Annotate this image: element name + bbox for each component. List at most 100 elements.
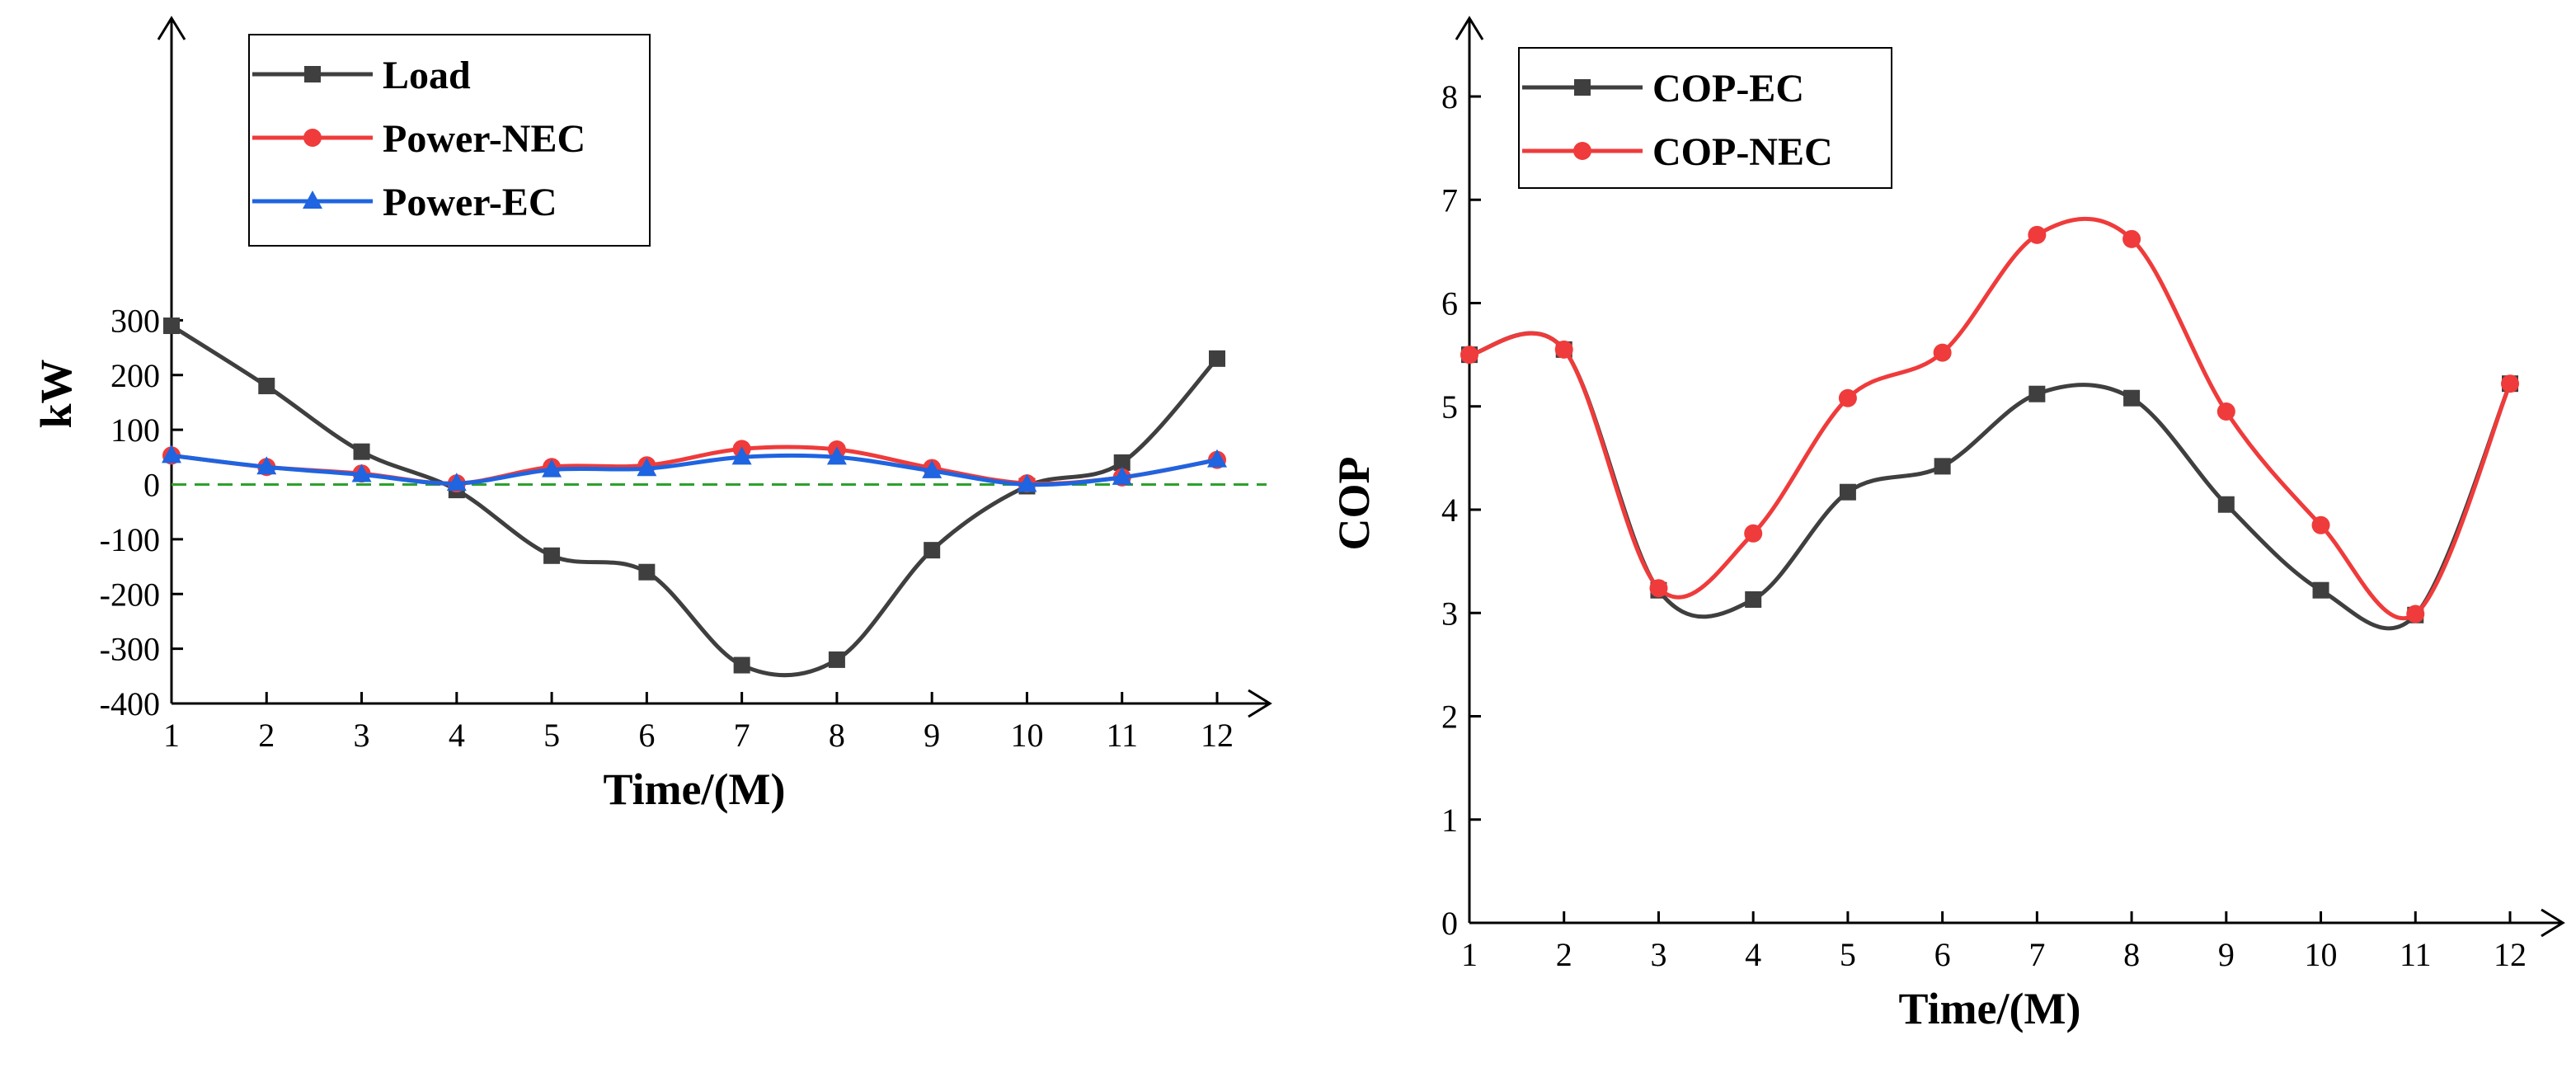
legend-marker [1573,142,1591,160]
x-tick-label: 7 [2028,936,2045,973]
data-point [922,459,942,478]
data-point [2406,605,2425,623]
data-point [1649,579,1668,598]
y-tick-label: -400 [100,685,160,722]
data-point [542,459,562,478]
data-point [638,563,656,581]
data-point [1839,483,1856,501]
y-tick-label: 6 [1441,285,1458,322]
y-tick-label: 3 [1441,595,1458,632]
series-power-ec [162,445,1227,492]
x-tick-label: 10 [1010,717,1043,754]
x-tick-label: 9 [2218,936,2235,973]
data-point [1934,458,1951,475]
y-tick-label: 4 [1441,492,1458,529]
y-tick-label: -100 [100,521,160,558]
data-point [163,318,180,335]
data-point [1744,524,1763,543]
data-point [1112,466,1132,485]
data-point [2122,229,2141,248]
data-point [924,542,941,559]
legend: Load Power-NEC Power-EC [248,34,651,247]
data-point [351,463,372,482]
y-tick-label: 0 [143,467,160,504]
series-line [1469,216,2513,621]
x-tick-label: 9 [924,717,940,754]
data-point [1207,449,1227,468]
series-line [170,323,1219,678]
y-tick-label: 8 [1441,78,1458,115]
series-cop-nec [1460,216,2519,623]
x-tick-label: 4 [1745,936,1761,973]
x-tick-label: 11 [2400,936,2432,973]
x-tick-label: 7 [734,717,750,754]
x-axis-arrow [1248,689,1272,718]
chart-panel-2: 1 2 3 4 5 6 7 8 9 10 11 12012345678Time/(M)COPCOP-E… [1329,16,2565,1033]
x-tick-label: 1 [163,717,180,754]
data-point [2217,496,2235,513]
data-point [256,456,277,475]
data-point [733,656,750,674]
data-point [2028,385,2046,402]
data-point [2028,225,2047,244]
legend-marker [1574,79,1591,96]
data-point [2312,581,2329,599]
x-tick-label: 10 [2305,936,2338,973]
x-tick-label: 2 [1556,936,1572,973]
y-axis-label: kW [31,359,81,428]
data-point [2311,515,2330,534]
y-axis-arrow [1455,16,1484,40]
x-axis-label: Time/(M) [604,765,786,814]
data-point [828,651,845,668]
data-point [637,458,657,477]
y-tick-label: 7 [1441,181,1458,219]
y-axis-arrow [157,16,186,40]
data-point [543,547,561,564]
legend-box [1518,47,1892,189]
y-tick-label: 2 [1441,699,1458,736]
data-point [446,473,467,492]
series-line [1469,331,2513,631]
x-tick-label: 5 [543,717,560,754]
x-tick-label: 3 [354,717,370,754]
x-axis-arrow [2541,908,2565,938]
y-tick-label: 5 [1441,388,1458,426]
chart-panel-1: 1 2 3 4 5 6 7 8 9 10 11 12-400-300-200-100010020030… [31,16,1272,814]
data-point [258,378,275,395]
legend-label: Power-EC [383,181,557,224]
data-point [1838,388,1857,407]
x-tick-label: 5 [1840,936,1856,973]
y-tick-label: -300 [100,631,160,668]
data-point [1209,350,1225,367]
x-tick-label: 1 [1461,936,1478,973]
x-tick-label: 12 [2494,936,2527,973]
y-axis-label: COP [1329,457,1379,551]
x-tick-label: 2 [258,717,275,754]
x-tick-label: 11 [1106,717,1138,754]
data-point [1460,346,1478,365]
legend-marker [303,191,322,209]
x-tick-label: 6 [638,717,655,754]
y-tick-label: -200 [100,576,160,613]
legend-label: Power-NEC [383,117,585,161]
data-point [2501,374,2519,393]
legend-label: COP-NEC [1652,130,1833,174]
y-tick-label: 100 [110,412,160,449]
y-tick-label: 200 [110,357,160,394]
y-tick-label: 0 [1441,905,1458,942]
x-tick-label: 4 [449,717,465,754]
data-point [1113,454,1131,471]
data-point [1933,343,1952,362]
legend-marker [303,129,322,147]
legend: COP-EC COP-NEC [1518,47,1892,189]
series-cop-ec [1461,331,2518,631]
x-tick-label: 3 [1650,936,1666,973]
x-axis-label: Time/(M) [1899,984,2081,1033]
data-point [2216,402,2235,421]
data-point [731,446,752,465]
data-point [1745,590,1762,608]
data-point [1017,473,1037,492]
x-tick-label: 8 [829,717,845,754]
x-tick-label: 6 [1934,936,1951,973]
